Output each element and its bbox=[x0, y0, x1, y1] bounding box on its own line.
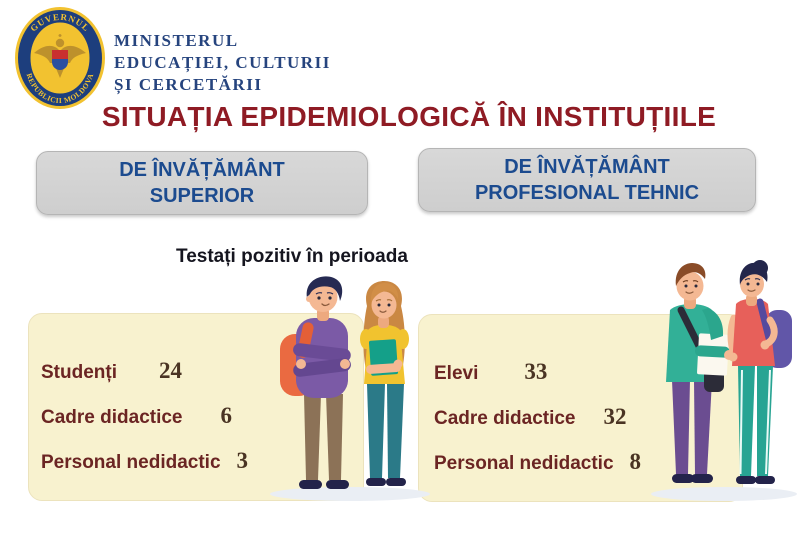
category-superior-line-2: SUPERIOR bbox=[149, 185, 255, 207]
category-superior-line-1: DE ÎNVĂȚĂMÂNT bbox=[119, 159, 285, 181]
ministry-line-2: EDUCAȚIEI, CULTURII bbox=[114, 53, 331, 72]
category-profesional-line-1: DE ÎNVĂȚĂMÂNT bbox=[504, 156, 670, 178]
stat-value: 3 bbox=[236, 448, 249, 473]
stat-label: Studenți bbox=[41, 362, 117, 383]
stat-value: 8 bbox=[629, 449, 642, 474]
category-box-profesional-tehnic: DE ÎNVĂȚĂMÂNT PROFESIONAL TEHNIC bbox=[418, 148, 756, 212]
moldova-government-emblem-icon: GUVERNUL REPUBLICII MOLDOVA bbox=[15, 7, 105, 109]
ministry-line-3: ȘI CERCETĂRII bbox=[114, 75, 263, 94]
student-boy-purple-icon bbox=[280, 276, 351, 489]
ministry-line-1: MINISTERUL bbox=[114, 31, 239, 50]
student-boy-teal-icon bbox=[666, 263, 734, 483]
stat-value: 24 bbox=[159, 358, 182, 383]
subtitle-tested-positive: Testați pozitiv în perioada bbox=[176, 246, 408, 267]
students-illustration-right bbox=[651, 260, 797, 501]
student-girl-yellow-icon bbox=[360, 281, 409, 486]
eagle-coat-of-arms-icon bbox=[34, 34, 86, 78]
stat-value: 6 bbox=[220, 403, 233, 428]
stat-label: Cadre didactice bbox=[41, 407, 183, 428]
stat-row-cadre-didactice: Cadre didactice 32 bbox=[434, 404, 742, 429]
stat-row-elevi: Elevi 33 bbox=[434, 359, 742, 384]
stats-card-profesional-tehnic: Elevi 33 Cadre didactice 32 Personal ned… bbox=[418, 314, 743, 502]
stat-row-studenti: Studenți 24 bbox=[41, 358, 363, 383]
page-title: SITUAȚIA EPIDEMIOLOGICĂ ÎN INSTITUȚIILE bbox=[101, 101, 717, 132]
category-profesional-line-2: PROFESIONAL TEHNIC bbox=[474, 182, 700, 204]
stat-value: 32 bbox=[603, 404, 627, 429]
stat-row-personal-nedidactic: Personal nedidactic 8 bbox=[434, 449, 742, 474]
student-girl-coral-icon bbox=[727, 260, 792, 484]
stat-label: Personal nedidactic bbox=[434, 453, 614, 474]
stat-row-personal-nedidactic: Personal nedidactic 3 bbox=[41, 448, 363, 473]
stat-label: Cadre didactice bbox=[434, 408, 576, 429]
ministry-name: MINISTERUL EDUCAȚIEI, CULTURII ȘI CERCET… bbox=[114, 30, 331, 96]
stat-row-cadre-didactice: Cadre didactice 6 bbox=[41, 403, 363, 428]
stat-label: Elevi bbox=[434, 363, 479, 384]
stat-value: 33 bbox=[524, 359, 548, 384]
stat-label: Personal nedidactic bbox=[41, 452, 221, 473]
students-illustration-left bbox=[270, 276, 430, 501]
category-box-superior: DE ÎNVĂȚĂMÂNT SUPERIOR bbox=[36, 151, 368, 215]
